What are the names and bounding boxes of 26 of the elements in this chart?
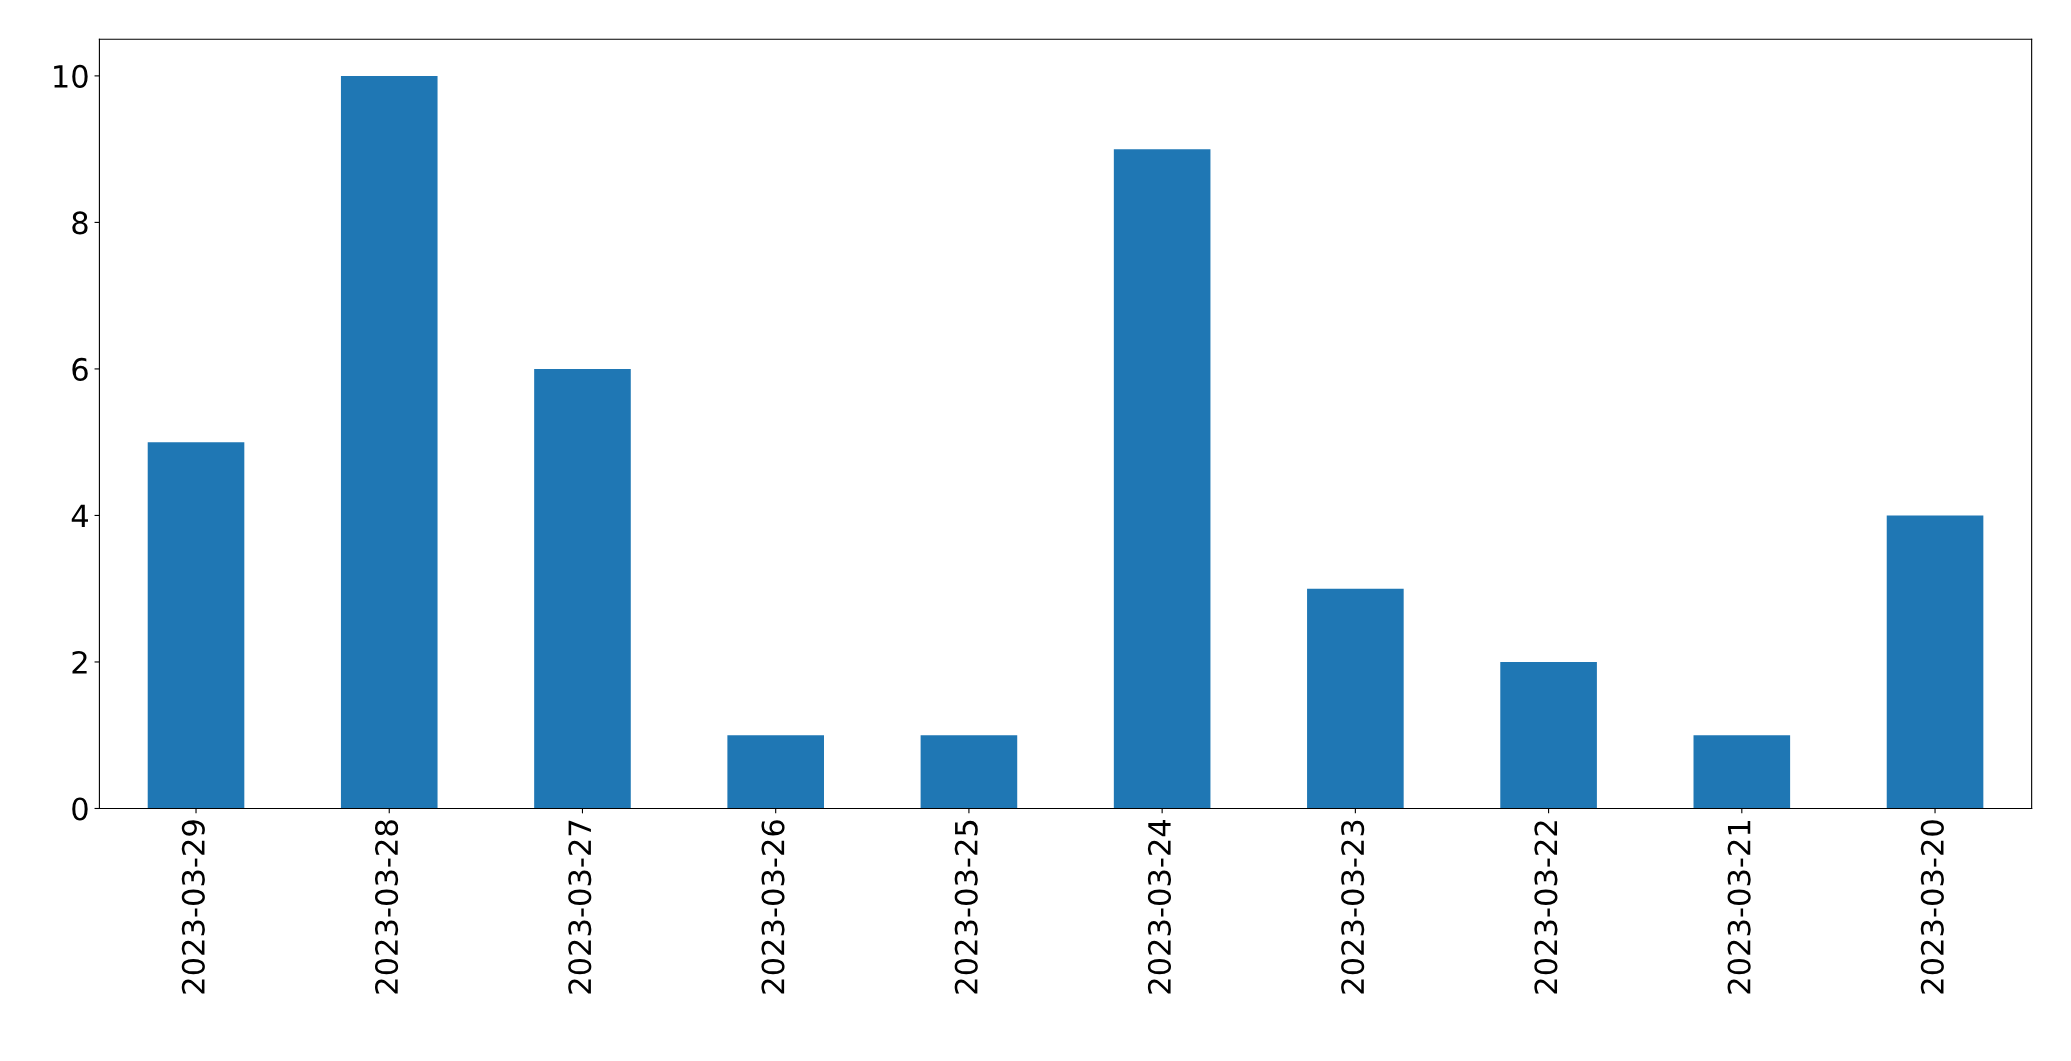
x-tick-label: 2023-03-22 [1534,821,1558,994]
bar [1693,735,1791,809]
bar [1307,588,1404,809]
x-tick-label: 2023-03-25 [954,820,978,994]
x-tick-label: 2023-03-20 [1920,820,1944,994]
y-tick-label: 6 [72,357,88,381]
bar [1500,661,1597,809]
bar [920,735,1018,809]
x-tick-label: 2023-03-24 [1147,819,1172,994]
bar [534,368,631,809]
bar [1886,515,1984,809]
y-tick-label: 2 [72,650,87,674]
x-tick-label: 2023-03-21 [1727,821,1751,994]
y-tick-label: 4 [71,504,88,528]
y-tick-label: 8 [72,211,88,235]
x-tick-label: 2023-03-29 [181,820,205,994]
y-tick-label: 0 [72,797,88,821]
x-tick-label: 2023-03-28 [375,820,399,994]
bar [340,75,438,809]
y-tick-label: 10 [54,64,88,88]
x-tick-label: 2023-03-26 [761,820,785,994]
bar [1113,149,1211,809]
x-tick-label: 2023-03-23 [1341,820,1365,994]
bar [147,442,245,809]
x-tick-label: 2023-03-27 [568,820,592,994]
bar [727,735,824,809]
